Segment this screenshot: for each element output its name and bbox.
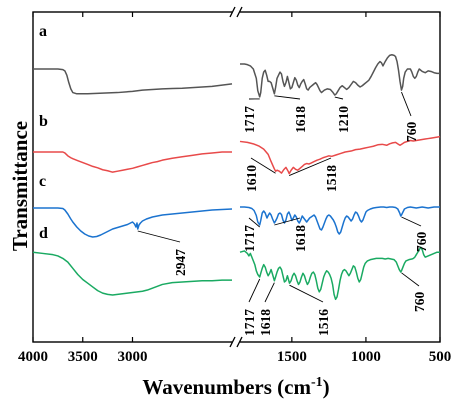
x-axis-title-close: ) — [323, 375, 330, 399]
annotation-pointer-d-760 — [401, 272, 420, 287]
x-tick-label-1500: 1500 — [277, 349, 307, 365]
series-d-right-line — [239, 246, 440, 301]
annotation-label-c-760: 760 — [414, 232, 429, 253]
axis-break-gap-bottom — [232, 336, 240, 348]
series-layer — [32, 53, 441, 301]
annotation-pointer-b-1610 — [250, 157, 276, 174]
axis-break-gap-top — [232, 6, 240, 18]
annotation-label-d-1717: 1717 — [242, 309, 257, 336]
annotation-label-d-760: 760 — [412, 292, 427, 313]
series-label-c: c — [39, 173, 46, 190]
annotation-pointer-c-1618 — [274, 217, 301, 226]
annotation-pointer-c-1717 — [248, 217, 260, 228]
series-d-left-line — [32, 251, 232, 296]
series-label-a: a — [39, 23, 47, 40]
series-c-right-line — [240, 206, 440, 235]
series-b-left-line — [33, 151, 232, 173]
x-tick-label-3500: 3500 — [68, 349, 98, 365]
annotation-label-b-1610: 1610 — [244, 165, 259, 192]
annotation-label-d-1618: 1618 — [258, 309, 273, 336]
y-axis-title: Transmittance — [8, 121, 32, 251]
plot-border — [32, 11, 441, 343]
axis-break-mark-bottom-2 — [236, 336, 243, 348]
x-tick-label-500: 500 — [429, 349, 452, 365]
annotation-pointer-b-1518 — [289, 157, 332, 177]
annotation-pointer-a-1210 — [334, 96, 344, 100]
axis-break-mark-top-1 — [229, 6, 236, 18]
series-a-right-line — [240, 53, 440, 98]
x-tick-label-1000: 1000 — [351, 349, 381, 365]
series-a-left-line — [33, 68, 233, 95]
annotation-pointer-d-1516 — [289, 284, 324, 303]
annotation-label-c-1618: 1618 — [293, 225, 308, 252]
annotation-label-d-1516: 1516 — [316, 309, 331, 336]
series-b-right-line — [239, 135, 441, 175]
x-axis-title: Wavenumbers (cm-1) — [142, 375, 329, 399]
annotation-pointer-a-1618 — [274, 95, 301, 100]
series-c-left-line — [33, 207, 233, 238]
annotation-pointer-c-2947 — [137, 230, 181, 243]
axis-break-mark-bottom-1 — [229, 336, 236, 348]
x-tick-label-3000: 3000 — [118, 349, 148, 365]
annotation-pointer-d-1717 — [248, 278, 261, 303]
annotation-label-a-1717: 1717 — [242, 106, 257, 133]
annotation-pointer-c-760 — [401, 216, 422, 227]
x-axis-title-main: Wavenumbers (cm — [142, 375, 311, 399]
series-label-d: d — [39, 225, 48, 242]
annotation-label-a-1210: 1210 — [336, 106, 351, 133]
x-tick-label-4000: 4000 — [18, 349, 48, 365]
annotation-label-a-1618: 1618 — [293, 106, 308, 133]
annotation-label-b-1518: 1518 — [324, 165, 339, 192]
annotation-pointer-d-1618 — [264, 282, 275, 303]
series-label-b: b — [39, 113, 48, 130]
annotation-label-c-1717: 1717 — [242, 225, 257, 252]
annotation-label-c-2947: 2947 — [173, 249, 188, 276]
axis-break-mark-top-2 — [236, 6, 243, 18]
x-tick-layer: 4000 3500 3000 1500 1000 500 — [18, 12, 451, 365]
x-axis-title-unit-exponent: -1 — [311, 375, 323, 390]
plot-frame — [32, 6, 441, 348]
annotation-label-a-760: 760 — [404, 122, 419, 143]
series-label-layer: a b c d — [39, 23, 48, 242]
annotation-pointer-a-760 — [401, 91, 412, 117]
